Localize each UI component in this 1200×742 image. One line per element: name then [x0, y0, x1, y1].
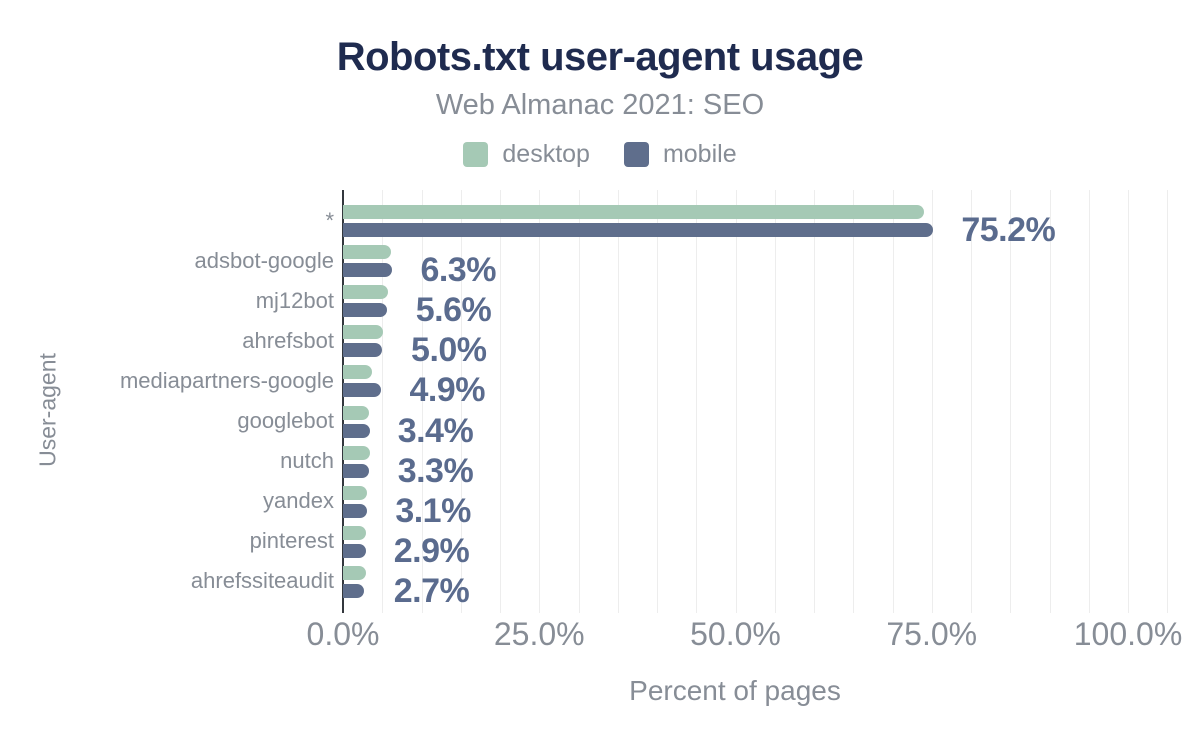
- value-label: 6.3%: [420, 251, 496, 290]
- grid-line: [1088, 190, 1090, 613]
- category-label: yandex: [263, 488, 334, 514]
- bar-desktop-nutch: [343, 445, 370, 460]
- legend: desktop mobile: [0, 142, 1200, 167]
- value-label: 5.6%: [415, 291, 492, 330]
- grid-line: [853, 190, 855, 613]
- bar-desktop-ahrefssiteaudit: [343, 565, 366, 580]
- grid-line: [421, 190, 423, 613]
- value-label: 2.7%: [393, 571, 470, 610]
- chart-title: Robots.txt user-agent usage: [336, 35, 864, 79]
- bar-desktop-mediapartners-google: [343, 365, 373, 380]
- category-label: adsbot-google: [194, 247, 334, 273]
- bar-mobile-ahrefsbot: [343, 343, 383, 358]
- bar-mobile-pinterest: [343, 543, 366, 558]
- x-tick-label: 100.0%: [1073, 616, 1183, 652]
- bar-mobile-adsbot-google: [343, 263, 393, 278]
- grid-line: [931, 190, 933, 613]
- category-label: googlebot: [237, 408, 334, 434]
- grid-line: [814, 190, 815, 613]
- grid-line: [578, 190, 580, 613]
- grid-line: [1128, 190, 1129, 613]
- category-label: nutch: [280, 448, 334, 474]
- bar-desktop-adsbot-google: [343, 245, 391, 260]
- x-tick-label: 75.0%: [886, 616, 978, 652]
- value-label: 2.9%: [393, 531, 470, 570]
- grid-line: [735, 190, 737, 613]
- value-label: 5.0%: [411, 331, 487, 370]
- value-label: 75.2%: [961, 211, 1056, 249]
- legend-item-mobile: mobile: [623, 140, 737, 168]
- grid-line: [1049, 190, 1051, 613]
- bar-desktop-yandex: [343, 485, 368, 500]
- category-label: pinterest: [249, 528, 334, 554]
- bar-mobile-mj12bot: [343, 303, 387, 318]
- x-tick-label: 50.0%: [690, 616, 781, 652]
- bar-mobile-nutch: [343, 463, 369, 478]
- grid-line: [500, 190, 501, 613]
- bar-desktop-ahrefsbot: [343, 325, 384, 340]
- bar-mobile-yandex: [343, 503, 368, 518]
- grid-line: [382, 190, 384, 613]
- legend-label: mobile: [662, 140, 737, 168]
- value-label: 4.9%: [409, 371, 485, 410]
- grid-line: [696, 190, 698, 613]
- category-label: ahrefssiteaudit: [190, 568, 334, 594]
- grid-line: [892, 190, 894, 613]
- legend-swatch-desktop: [463, 142, 489, 167]
- y-axis-line: [342, 190, 344, 613]
- grid-line: [657, 190, 658, 613]
- grid-line: [1167, 190, 1169, 613]
- grid-line: [971, 190, 972, 613]
- legend-label: desktop: [502, 140, 590, 168]
- grid-line: [1010, 190, 1012, 613]
- bar-mobile-googlebot: [343, 423, 370, 438]
- category-label: mj12bot: [255, 287, 334, 313]
- bar-mobile-*: [343, 223, 934, 237]
- grid-line: [774, 190, 776, 613]
- category-label: mediapartners-google: [119, 367, 334, 393]
- value-label: 3.3%: [397, 451, 474, 490]
- x-tick-label: 0.0%: [306, 616, 380, 652]
- bar-desktop-pinterest: [343, 525, 366, 540]
- bar-desktop-mj12bot: [343, 285, 388, 300]
- grid-line: [617, 190, 619, 613]
- bar-desktop-*: [343, 205, 924, 219]
- x-axis-title: Percent of pages: [629, 675, 841, 706]
- legend-item-desktop: desktop: [463, 142, 590, 167]
- category-label: ahrefsbot: [242, 327, 334, 353]
- bar-desktop-googlebot: [343, 405, 369, 420]
- chart-subtitle: Web Almanac 2021: SEO: [435, 89, 765, 121]
- grid-line: [539, 190, 541, 613]
- bar-mobile-ahrefssiteaudit: [343, 583, 365, 598]
- value-label: 3.4%: [397, 411, 474, 450]
- x-tick-label: 25.0%: [493, 616, 585, 652]
- y-axis-title: User-agent: [34, 353, 61, 467]
- bar-mobile-mediapartners-google: [343, 383, 382, 398]
- category-label: *: [325, 207, 334, 233]
- grid-line: [460, 190, 462, 613]
- value-label: 3.1%: [395, 491, 471, 530]
- legend-swatch-mobile: [623, 142, 649, 167]
